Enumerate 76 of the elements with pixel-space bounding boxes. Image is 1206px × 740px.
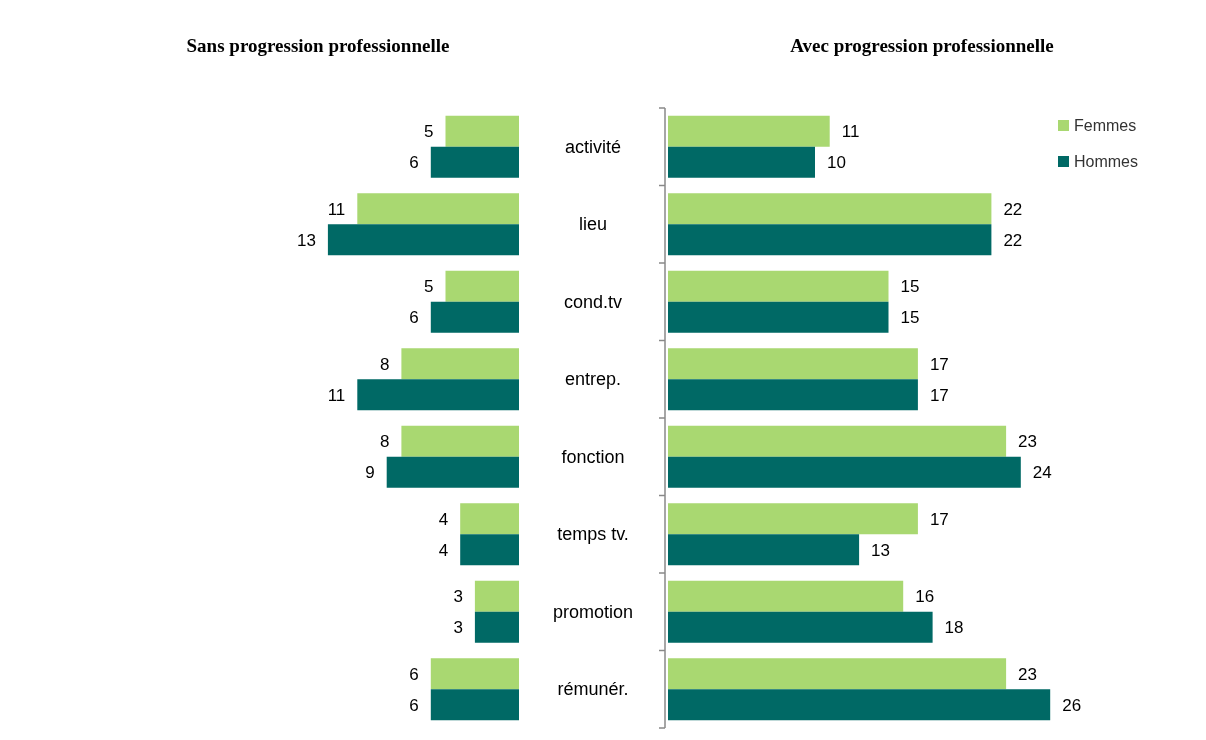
- data-label: 18: [944, 618, 964, 638]
- data-label: 23: [1018, 432, 1038, 452]
- data-label: 11: [327, 385, 346, 405]
- bar: [430, 689, 519, 721]
- bar: [401, 425, 519, 457]
- y-tick-label: activité: [564, 136, 622, 157]
- bar: [445, 270, 519, 302]
- legend-label: Hommes: [1074, 153, 1139, 170]
- data-label: 5: [424, 122, 434, 142]
- bar: [668, 456, 1021, 488]
- bar: [445, 115, 519, 147]
- data-label: 10: [827, 153, 846, 173]
- data-label: 17: [929, 354, 949, 374]
- bar: [668, 270, 889, 302]
- bar: [668, 580, 904, 612]
- bar: [430, 146, 519, 178]
- data-label: 6: [409, 308, 419, 328]
- data-label: 13: [871, 540, 891, 560]
- bar: [668, 146, 815, 178]
- data-label: 11: [327, 199, 346, 219]
- data-label: 15: [900, 308, 920, 328]
- bar: [668, 301, 889, 333]
- chart-title: Sans progression professionnelle: [186, 35, 450, 56]
- data-label: 22: [1003, 230, 1023, 250]
- bar: [668, 348, 918, 380]
- bar: [460, 503, 519, 535]
- data-label: 6: [409, 695, 419, 715]
- y-tick-label: lieu: [578, 214, 608, 235]
- bar: [357, 379, 519, 411]
- data-label: 11: [841, 122, 860, 142]
- legend-label: Femmes: [1074, 117, 1137, 134]
- data-label: 4: [438, 540, 449, 560]
- data-label: 26: [1062, 695, 1082, 715]
- data-label: 13: [296, 230, 316, 250]
- bar: [474, 580, 519, 612]
- data-label: 16: [915, 587, 935, 607]
- data-label: 22: [1003, 199, 1023, 219]
- bar: [668, 689, 1051, 721]
- data-label: 8: [379, 354, 390, 374]
- data-label: 3: [453, 587, 463, 607]
- data-label: 4: [438, 509, 449, 529]
- data-label: 17: [929, 385, 949, 405]
- data-label: 15: [900, 277, 920, 297]
- data-label: 9: [365, 463, 375, 483]
- y-tick-label: temps tv.: [557, 524, 629, 545]
- y-tick-label: entrep.: [564, 369, 622, 390]
- bar: [668, 503, 918, 535]
- bar: [668, 193, 992, 225]
- data-label: 5: [424, 277, 434, 297]
- bar: [668, 534, 860, 566]
- bar: [327, 224, 519, 256]
- bar: [668, 115, 830, 147]
- bar: [430, 301, 519, 333]
- y-tick-label: rémunér.: [557, 679, 629, 700]
- chart-title: Avec progression professionnelle: [790, 35, 1054, 56]
- bar: [386, 456, 519, 488]
- bar: [460, 534, 519, 566]
- y-tick-label: cond.tv: [563, 291, 623, 312]
- bar: [401, 348, 519, 380]
- data-label: 6: [409, 153, 419, 173]
- bar: [668, 224, 992, 256]
- bar: [357, 193, 519, 225]
- data-label: 3: [453, 618, 463, 638]
- y-tick-label: fonction: [561, 446, 625, 467]
- data-label: 24: [1032, 463, 1052, 483]
- y-tick-label: promotion: [552, 601, 634, 622]
- bar: [668, 658, 1007, 690]
- bar: [474, 611, 519, 643]
- bar: [668, 379, 918, 411]
- bar: [430, 658, 519, 690]
- bar: [668, 611, 933, 643]
- data-label: 17: [929, 509, 949, 529]
- data-label: 8: [379, 432, 390, 452]
- data-label: 23: [1018, 664, 1038, 684]
- data-label: 6: [409, 664, 419, 684]
- bar: [668, 425, 1007, 457]
